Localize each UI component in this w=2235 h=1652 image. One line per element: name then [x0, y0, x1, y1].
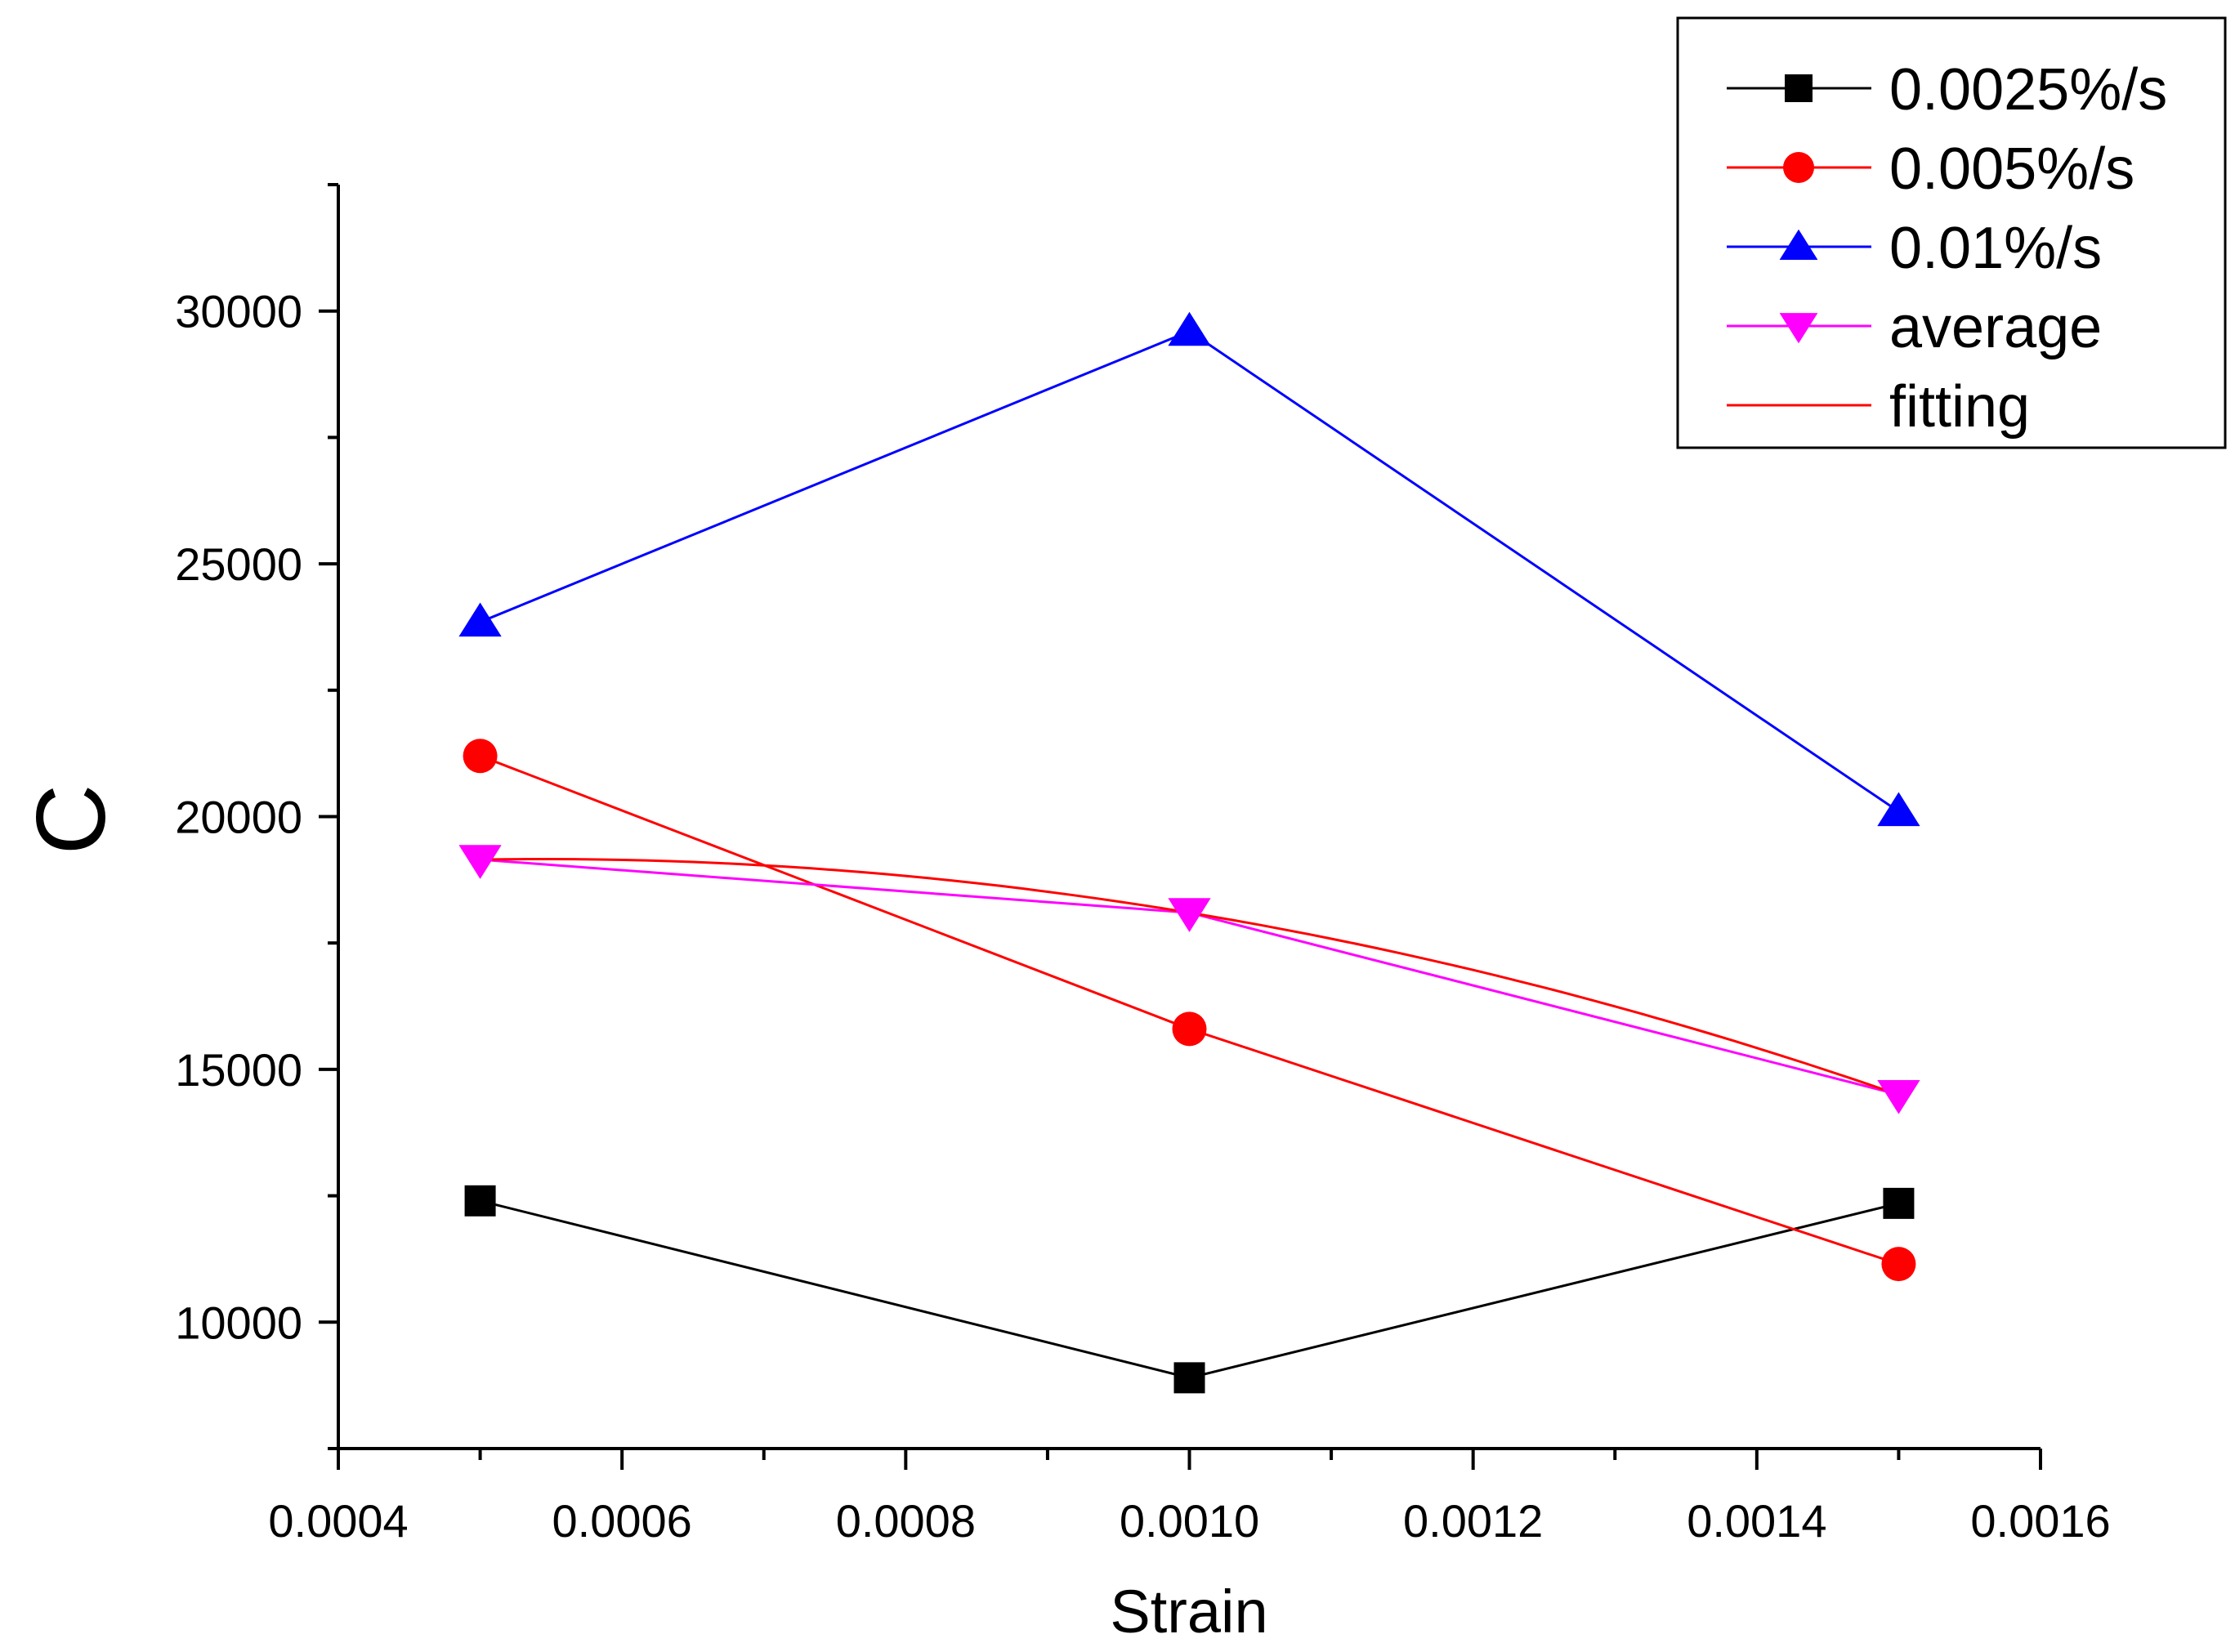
y-tick-label: 15000: [175, 1044, 302, 1096]
legend-box: [1676, 16, 2227, 449]
legend-label-fitting: fitting: [1889, 374, 2030, 440]
data-point-average: [458, 845, 502, 879]
legend-label-0.0025%/s: 0.0025%/s: [1889, 57, 2167, 123]
legend-label-0.005%/s: 0.005%/s: [1889, 136, 2134, 202]
legend-marker-0.01%/s: [1779, 229, 1818, 260]
series-markers: [458, 311, 1920, 1394]
x-tick-label: 0.0014: [1687, 1495, 1826, 1547]
series-line-0.005%/s: [480, 754, 1899, 1266]
y-tick-label: 30000: [175, 286, 302, 337]
data-point-0.01%/s: [1877, 792, 1920, 827]
data-point-0.0025%/s: [1173, 1362, 1205, 1394]
series-line-average: [480, 858, 1899, 1096]
data-point-0.0025%/s: [464, 1185, 496, 1217]
y-ticks: 10000 15000 20000 25000 30000: [175, 183, 338, 1450]
y-tick-label: 25000: [175, 538, 302, 590]
series-line-fitting: [480, 858, 1899, 1096]
legend-label-average: average: [1889, 295, 2102, 360]
x-tick-label: 0.0012: [1403, 1495, 1543, 1547]
x-tick-label: 0.0006: [552, 1495, 692, 1547]
y-tick-label: 20000: [175, 792, 302, 843]
legend-label-0.01%/s: 0.01%/s: [1889, 216, 2102, 281]
series-line-0.0025%/s: [480, 1199, 1899, 1379]
legend-marker-0.005%/s: [1783, 152, 1814, 183]
x-axis-title: Strain: [1110, 1578, 1267, 1645]
legend: 0.0025%/s 0.005%/s 0.01%/s average fitting: [1676, 16, 2227, 449]
data-point-0.005%/s: [1172, 1011, 1207, 1047]
x-tick-label: 0.0008: [836, 1495, 976, 1547]
y-tick-label: 10000: [175, 1297, 302, 1348]
y-axis-title: C: [16, 784, 126, 855]
data-point-average: [1877, 1080, 1920, 1114]
data-point-0.005%/s: [463, 739, 498, 774]
series-lines: [480, 329, 1900, 1379]
data-point-0.0025%/s: [1883, 1187, 1915, 1219]
data-point-0.01%/s: [458, 602, 502, 637]
x-tick-label: 0.0004: [268, 1495, 408, 1547]
x-tick-label: 0.0016: [1970, 1495, 2110, 1547]
x-tick-label: 0.0010: [1120, 1495, 1259, 1547]
data-point-average: [1168, 898, 1211, 932]
data-point-0.01%/s: [1168, 311, 1211, 346]
legend-marker-average: [1779, 313, 1818, 344]
x-ticks: 0.0004 0.0006 0.0008 0.0010 0.0012 0.0014 0.00…: [268, 1449, 2111, 1547]
legend-marker-0.0025%/s: [1785, 74, 1813, 102]
data-point-0.005%/s: [1881, 1247, 1916, 1282]
